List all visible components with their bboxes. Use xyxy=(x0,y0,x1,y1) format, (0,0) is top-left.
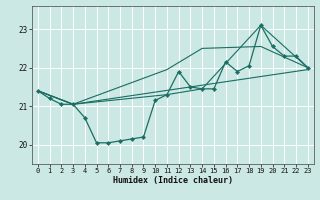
X-axis label: Humidex (Indice chaleur): Humidex (Indice chaleur) xyxy=(113,176,233,185)
